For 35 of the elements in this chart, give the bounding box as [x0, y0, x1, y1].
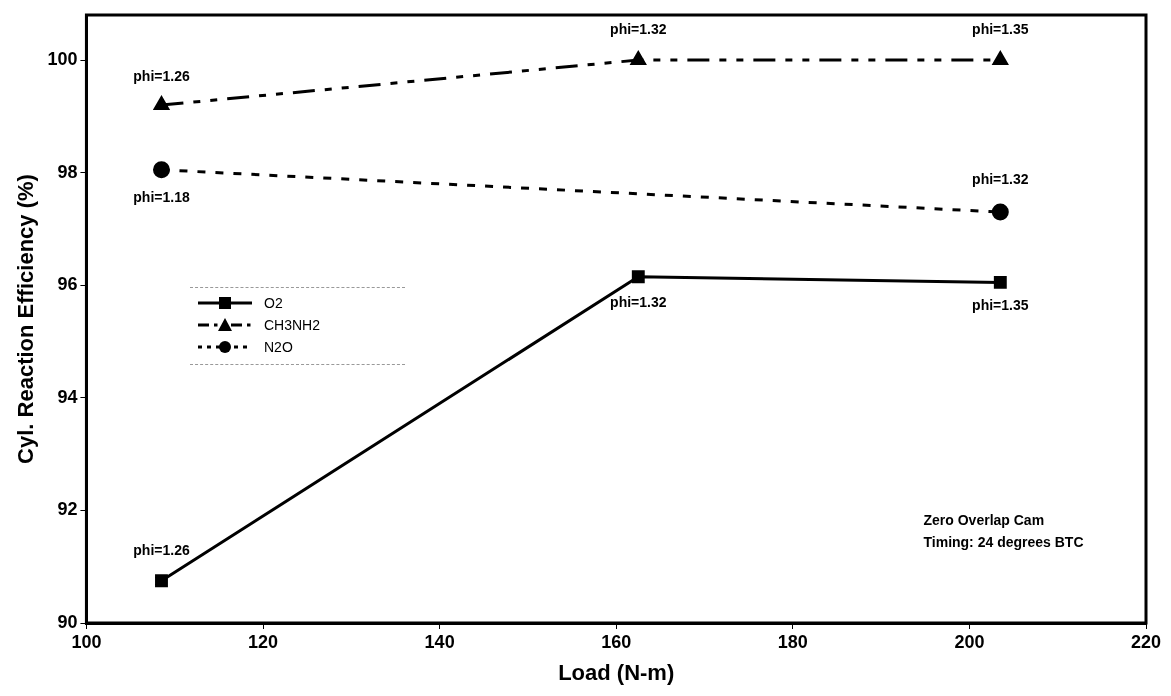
x-tick-label: 140 — [424, 631, 455, 652]
legend-label: CH3NH2 — [264, 317, 321, 333]
annotation: phi=1.18 — [133, 188, 190, 205]
x-tick-label: 200 — [954, 631, 985, 652]
y-axis-title: Cyl. Reaction Efficiency (%) — [13, 174, 39, 464]
y-tick-label: 98 — [57, 161, 78, 182]
y-tick-label: 96 — [57, 274, 78, 295]
point — [155, 574, 168, 588]
annotation: phi=1.35 — [972, 297, 1029, 314]
point — [991, 203, 1009, 221]
y-tick-label: 90 — [57, 611, 78, 632]
y-tick-label: 92 — [57, 499, 78, 520]
annotation: phi=1.35 — [972, 20, 1029, 37]
legend-label: O2 — [264, 295, 283, 311]
x-tick-label: 220 — [1130, 631, 1162, 652]
point — [630, 51, 646, 66]
x-tick-label: 180 — [777, 631, 808, 652]
point — [992, 51, 1008, 66]
annotation: Zero Overlap Cam Timing: 24 degrees BTC — [923, 511, 1084, 550]
y-tick-label: 100 — [47, 49, 78, 70]
x-tick-label: 120 — [248, 631, 279, 652]
point — [153, 96, 170, 111]
annotation: phi=1.26 — [133, 541, 190, 558]
annotation: phi=1.32 — [610, 20, 667, 37]
x-tick-label: 160 — [601, 631, 632, 652]
annotation: phi=1.26 — [133, 67, 190, 84]
annotation: phi=1.32 — [610, 293, 667, 310]
x-axis-title: Load (N-m) — [558, 659, 675, 685]
point — [631, 270, 645, 284]
point — [993, 275, 1007, 289]
y-tick-label: 94 — [57, 386, 78, 407]
x-tick-label: 100 — [71, 631, 102, 652]
point — [152, 161, 170, 179]
legend-label: N2O — [264, 339, 293, 355]
annotation: phi=1.32 — [972, 170, 1029, 187]
